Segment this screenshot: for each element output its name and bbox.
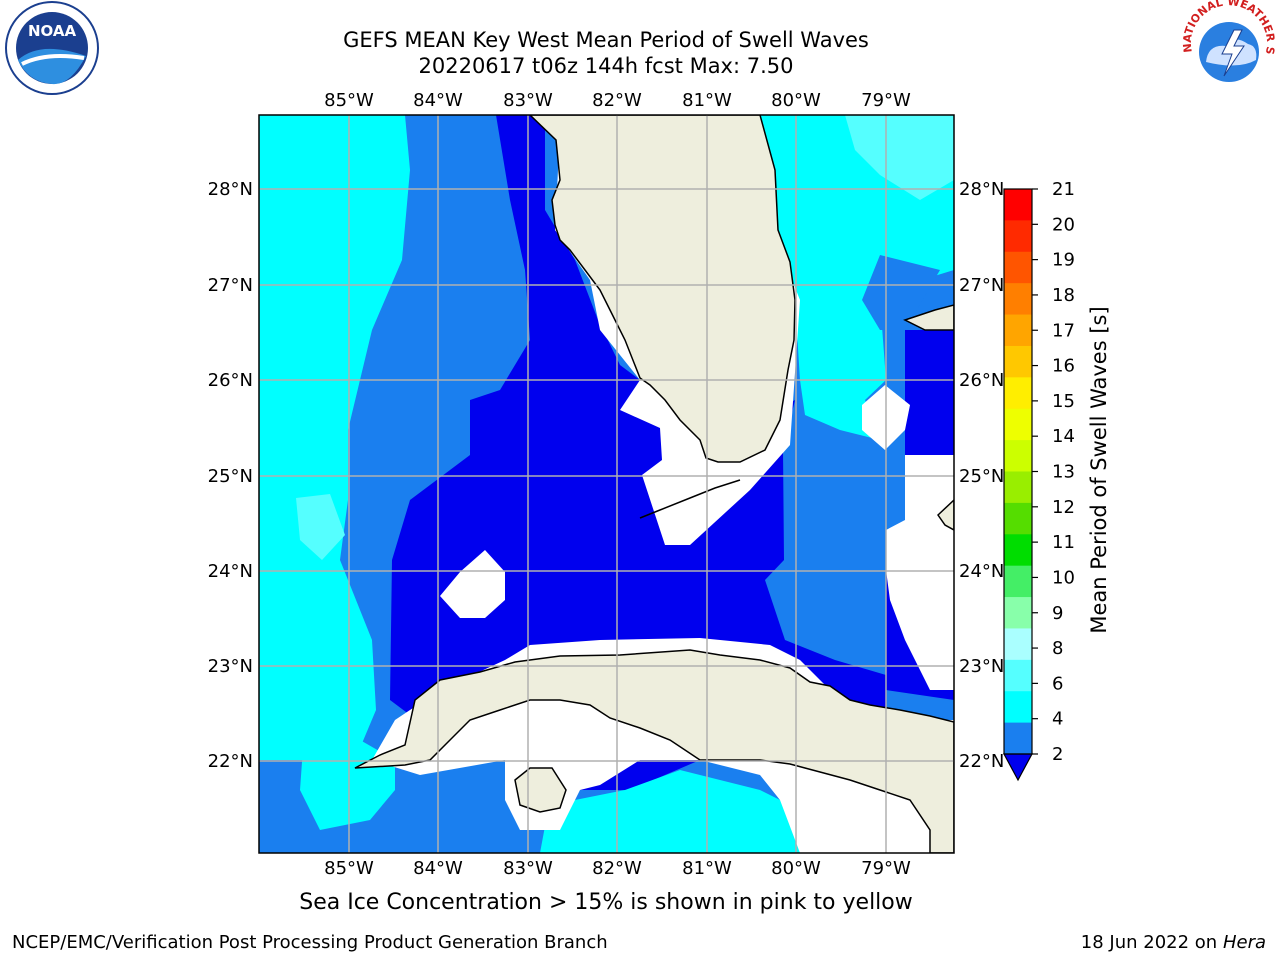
colorbar-tick-label: 21 bbox=[1052, 179, 1075, 200]
colorbar-tick-label: 8 bbox=[1052, 638, 1063, 659]
lat-label: 27°N bbox=[208, 275, 253, 296]
lon-label: 84°W bbox=[413, 90, 463, 111]
lon-label: 83°W bbox=[503, 90, 553, 111]
cuba-land bbox=[354, 649, 954, 853]
chart-subtitle: 20220617 t06z 144h fcst Max: 7.50 bbox=[418, 54, 794, 78]
colorbar-tick-label: 13 bbox=[1052, 462, 1075, 483]
light-cyan-patch-west bbox=[296, 494, 345, 560]
lat-label: 25°N bbox=[208, 466, 253, 487]
colorbar-tick-label: 11 bbox=[1052, 532, 1075, 553]
florida-keys bbox=[639, 479, 741, 519]
colorbar-segment bbox=[1004, 283, 1032, 316]
host-name: Hera bbox=[1222, 932, 1266, 953]
colorbar-tick-label: 10 bbox=[1052, 567, 1075, 588]
colorbar-segment bbox=[1004, 377, 1032, 410]
lat-labels-right: 28°N 27°N 26°N 25°N 24°N 23°N 22°N bbox=[959, 179, 1004, 772]
colorbar-segment bbox=[1004, 345, 1032, 378]
colorbar-segment bbox=[1004, 565, 1032, 598]
colorbar-segment bbox=[1004, 722, 1032, 755]
colorbar-segment bbox=[1004, 659, 1032, 692]
colorbar-tick-label: 9 bbox=[1052, 603, 1063, 624]
lat-label: 23°N bbox=[959, 656, 1004, 677]
chart-title: GEFS MEAN Key West Mean Period of Swell … bbox=[343, 28, 869, 52]
lat-label: 22°N bbox=[959, 751, 1004, 772]
mid-blue-region-east bbox=[862, 255, 940, 330]
colorbar-tick-label: 18 bbox=[1052, 285, 1075, 306]
lat-label: 26°N bbox=[959, 370, 1004, 391]
colorbar-segment bbox=[1004, 534, 1032, 567]
colorbar-segment bbox=[1004, 220, 1032, 253]
colorbar-segment bbox=[1004, 408, 1032, 441]
lat-label: 24°N bbox=[208, 561, 253, 582]
lat-label: 28°N bbox=[208, 179, 253, 200]
colorbar-segment bbox=[1004, 628, 1032, 661]
colorbar-segment bbox=[1004, 251, 1032, 284]
lon-labels-top: 85°W 84°W 83°W 82°W 81°W 80°W 79°W bbox=[324, 90, 911, 111]
lon-label: 85°W bbox=[324, 858, 374, 879]
colorbar: 21 20 19 18 17 16 15 14 13 12 11 10 9 8 6 4 2 bbox=[1002, 179, 1075, 782]
colorbar-segment bbox=[1004, 314, 1032, 347]
lon-label: 80°W bbox=[771, 858, 821, 879]
cyan-region-west bbox=[259, 115, 410, 760]
cyan-region-southwest-pocket bbox=[300, 705, 395, 830]
lon-label: 83°W bbox=[503, 858, 553, 879]
colorbar-tick-label: 14 bbox=[1052, 426, 1075, 447]
lon-label: 80°W bbox=[771, 90, 821, 111]
colorbar-tick-label: 15 bbox=[1052, 391, 1075, 412]
colorbar-extension bbox=[1002, 753, 1034, 782]
cyan-region-northeast bbox=[750, 115, 954, 440]
lon-label: 81°W bbox=[682, 90, 732, 111]
colorbar-tick-label: 12 bbox=[1052, 497, 1075, 518]
colorbar-segment bbox=[1004, 691, 1032, 724]
colorbar-label: Mean Period of Swell Waves [s] bbox=[1087, 306, 1111, 633]
lon-label: 82°W bbox=[592, 858, 642, 879]
colorbar-tick-label: 4 bbox=[1052, 709, 1063, 730]
lat-label: 26°N bbox=[208, 370, 253, 391]
lon-label: 79°W bbox=[861, 858, 911, 879]
lat-label: 22°N bbox=[208, 751, 253, 772]
date-text: 18 Jun 2022 on Hera bbox=[1081, 932, 1266, 953]
noaa-logo: NOAA bbox=[5, 1, 99, 95]
lat-label: 25°N bbox=[959, 466, 1004, 487]
colorbar-segment bbox=[1004, 502, 1032, 535]
lon-label: 79°W bbox=[861, 90, 911, 111]
lon-label: 85°W bbox=[324, 90, 374, 111]
nodata-bahamas bbox=[886, 455, 954, 690]
lon-label: 82°W bbox=[592, 90, 642, 111]
map-gridlines bbox=[259, 115, 954, 853]
colorbar-tick-label: 2 bbox=[1052, 744, 1063, 765]
florida-land bbox=[528, 115, 796, 463]
lat-labels-left: 28°N 27°N 26°N 25°N 24°N 23°N 22°N bbox=[208, 179, 253, 772]
noaa-logo-text: NOAA bbox=[28, 22, 77, 40]
map-frame bbox=[258, 114, 955, 854]
lat-label: 24°N bbox=[959, 561, 1004, 582]
colorbar-segment bbox=[1004, 189, 1032, 221]
colorbar-tick-label: 19 bbox=[1052, 250, 1075, 271]
colorbar-segment bbox=[1004, 597, 1032, 629]
bahamas-andros bbox=[937, 498, 954, 531]
lat-label: 27°N bbox=[959, 275, 1004, 296]
nws-logo: NATIONAL WEATHER SERVICE bbox=[1178, 0, 1277, 98]
nodata-gulf-patch bbox=[440, 550, 505, 618]
cyan-region-south bbox=[540, 770, 860, 853]
lon-label: 81°W bbox=[682, 858, 732, 879]
credit-text: NCEP/EMC/Verification Post Processing Pr… bbox=[12, 932, 608, 953]
light-cyan-region-northeast bbox=[845, 115, 954, 200]
colorbar-segment bbox=[1004, 471, 1032, 504]
colorbar-tick-label: 16 bbox=[1052, 356, 1075, 377]
colorbar-segment bbox=[1004, 440, 1032, 472]
lon-labels-bottom: 85°W 84°W 83°W 82°W 81°W 80°W 79°W bbox=[324, 858, 911, 879]
lon-label: 84°W bbox=[413, 858, 463, 879]
map-plot bbox=[259, 115, 954, 853]
colorbar-tick-label: 6 bbox=[1052, 673, 1063, 694]
colorbar-tick-label: 17 bbox=[1052, 320, 1075, 341]
sea-ice-note: Sea Ice Concentration > 15% is shown in … bbox=[299, 890, 913, 915]
lat-label: 28°N bbox=[959, 179, 1004, 200]
lat-label: 23°N bbox=[208, 656, 253, 677]
grand-bahama bbox=[903, 304, 954, 331]
date-value: 18 Jun 2022 on bbox=[1080, 932, 1218, 953]
colorbar-tick-label: 20 bbox=[1052, 214, 1075, 235]
